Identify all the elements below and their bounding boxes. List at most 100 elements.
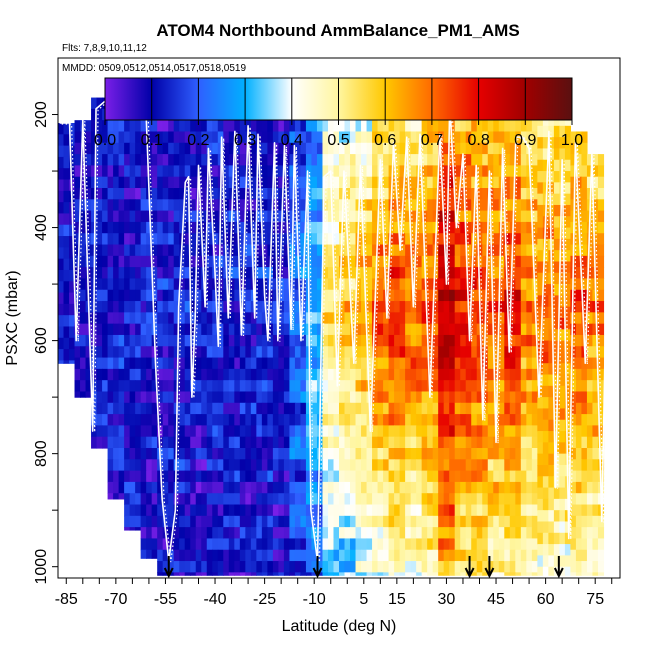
heatmap-cell bbox=[146, 357, 153, 370]
heatmap-cell bbox=[162, 334, 169, 347]
heatmap-cell bbox=[383, 312, 390, 325]
heatmap-cell bbox=[564, 318, 572, 330]
heatmap-cell bbox=[322, 561, 329, 573]
heatmap-cell bbox=[482, 448, 489, 460]
heatmap-cell bbox=[234, 436, 241, 449]
heatmap-cell bbox=[234, 414, 241, 426]
heatmap-cell bbox=[471, 561, 478, 573]
heatmap-cell bbox=[228, 312, 235, 325]
heatmap-cell bbox=[278, 120, 285, 133]
heatmap-cell bbox=[515, 301, 522, 313]
heatmap-cell bbox=[586, 346, 594, 359]
heatmap-cell bbox=[179, 334, 186, 347]
heatmap-cell bbox=[410, 312, 417, 325]
heatmap-cell bbox=[294, 323, 302, 336]
heatmap-cell bbox=[366, 210, 373, 223]
heatmap-cell bbox=[575, 448, 583, 460]
heatmap-cell bbox=[102, 221, 109, 234]
heatmap-cell bbox=[361, 504, 368, 517]
heatmap-cell bbox=[124, 515, 131, 528]
heatmap-cell bbox=[206, 538, 213, 551]
heatmap-cell bbox=[206, 346, 213, 359]
heatmap-cell bbox=[520, 199, 527, 212]
heatmap-cell bbox=[113, 470, 120, 483]
heatmap-cell bbox=[278, 334, 285, 347]
heatmap-cell bbox=[140, 154, 147, 166]
heatmap-cell bbox=[438, 391, 445, 404]
heatmap-cell bbox=[372, 188, 379, 200]
heatmap-cell bbox=[102, 165, 109, 178]
heatmap-cell bbox=[74, 391, 81, 398]
heatmap-cell bbox=[168, 368, 175, 381]
heatmap-cell bbox=[234, 493, 241, 506]
heatmap-cell bbox=[184, 391, 191, 404]
heatmap-cell bbox=[388, 470, 395, 483]
heatmap-cell bbox=[217, 244, 224, 257]
heatmap-cell bbox=[135, 436, 142, 449]
heatmap-cell bbox=[250, 323, 257, 336]
heatmap-cell bbox=[405, 267, 412, 280]
heatmap-cell bbox=[361, 425, 368, 438]
heatmap-cell bbox=[333, 267, 340, 280]
heatmap-cell bbox=[344, 199, 351, 212]
heatmap-cell bbox=[168, 357, 175, 370]
heatmap-cell bbox=[410, 357, 417, 370]
heatmap-cell bbox=[482, 120, 489, 133]
heatmap-cell bbox=[322, 493, 329, 506]
heatmap-cell bbox=[129, 165, 136, 178]
heatmap-cell bbox=[157, 301, 164, 313]
heatmap-cell bbox=[195, 301, 202, 313]
heatmap-cell bbox=[438, 402, 445, 415]
heatmap-cell bbox=[471, 176, 478, 189]
heatmap-cell bbox=[537, 510, 544, 523]
heatmap-cell bbox=[487, 515, 494, 528]
heatmap-cell bbox=[432, 470, 439, 483]
heatmap-cell bbox=[256, 210, 263, 223]
heatmap-cell bbox=[135, 312, 142, 325]
heatmap-cell bbox=[140, 391, 147, 404]
heatmap-cell bbox=[305, 572, 313, 576]
heatmap-cell bbox=[206, 561, 213, 573]
heatmap-cell bbox=[509, 199, 516, 212]
heatmap-cell bbox=[272, 436, 279, 449]
heatmap-cell bbox=[504, 368, 511, 381]
heatmap-cell bbox=[476, 120, 483, 133]
heatmap-cell bbox=[355, 346, 362, 359]
heatmap-cell bbox=[520, 289, 527, 302]
heatmap-cell bbox=[454, 527, 461, 540]
heatmap-cell bbox=[388, 391, 395, 404]
heatmap-cell bbox=[195, 368, 202, 381]
heatmap-cell bbox=[228, 289, 235, 302]
heatmap-cell bbox=[206, 131, 213, 144]
colorbar-tick-label: 0.6 bbox=[374, 132, 396, 149]
heatmap-cell bbox=[531, 165, 538, 178]
heatmap-cell bbox=[581, 515, 588, 528]
heatmap-cell bbox=[537, 476, 544, 489]
heatmap-cell bbox=[80, 368, 87, 381]
heatmap-cell bbox=[228, 176, 235, 189]
heatmap-cell bbox=[146, 323, 153, 336]
heatmap-cell bbox=[471, 470, 478, 483]
colorbar-tick-label: 0.2 bbox=[187, 132, 209, 149]
heatmap-cell bbox=[421, 210, 428, 223]
heatmap-cell bbox=[294, 481, 302, 494]
heatmap-cell bbox=[278, 493, 285, 506]
heatmap-cell bbox=[355, 255, 362, 268]
heatmap-cell bbox=[113, 357, 120, 370]
heatmap-cell bbox=[361, 176, 368, 189]
heatmap-cell bbox=[256, 244, 263, 257]
heatmap-cell bbox=[80, 380, 87, 393]
heatmap-cell bbox=[305, 459, 313, 472]
heatmap-cell bbox=[553, 329, 560, 342]
heatmap-cell bbox=[427, 572, 434, 576]
heatmap-cell bbox=[564, 385, 572, 398]
heatmap-cell bbox=[515, 470, 522, 483]
heatmap-cell bbox=[300, 120, 307, 133]
heatmap-cell bbox=[162, 436, 169, 449]
heatmap-cell bbox=[228, 301, 235, 313]
heatmap-cell bbox=[454, 493, 461, 506]
heatmap-cell bbox=[206, 199, 213, 212]
heatmap-cell bbox=[350, 165, 357, 178]
heatmap-cell bbox=[383, 470, 390, 483]
heatmap-cell bbox=[162, 459, 169, 472]
